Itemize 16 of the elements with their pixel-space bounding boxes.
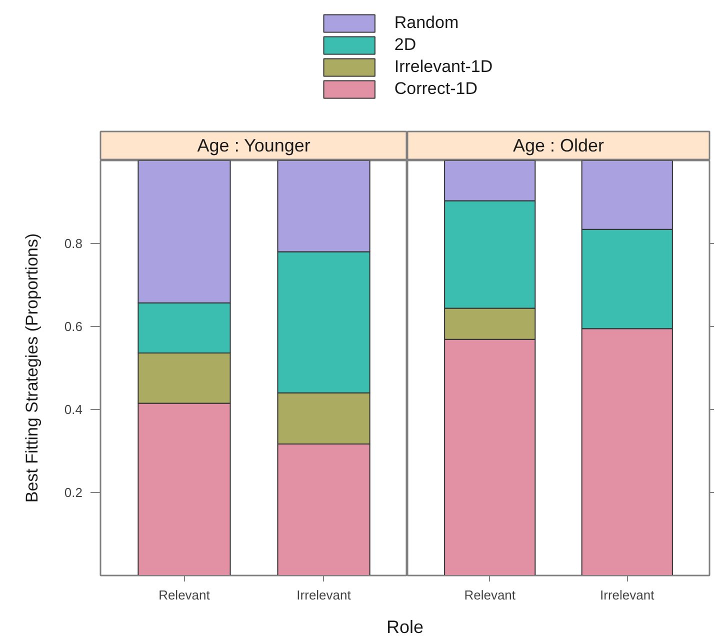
x-axis-title: Role [386, 617, 424, 638]
x-tick-label: Irrelevant [600, 588, 655, 602]
y-tick-label: 0.8 [64, 236, 83, 251]
x-tick-label: Relevant [158, 588, 210, 602]
y-tick-label: 0.4 [64, 402, 83, 417]
chart-title: Age : Older [512, 136, 604, 156]
legend-label: Irrelevant-1D [394, 56, 493, 78]
chart-title: Age : Younger [197, 136, 310, 156]
x-tick-label: Relevant [464, 588, 516, 602]
legend-label: 2D [394, 34, 416, 56]
legend-label: Random [394, 12, 459, 34]
y-tick-label: 0.2 [64, 485, 83, 500]
y-axis-title: Best Fitting Strategies (Proportions) [22, 233, 42, 503]
y-tick-label: 0.6 [64, 319, 83, 334]
x-tick-label: Irrelevant [296, 588, 352, 602]
legend-label: Correct-1D [394, 78, 478, 100]
